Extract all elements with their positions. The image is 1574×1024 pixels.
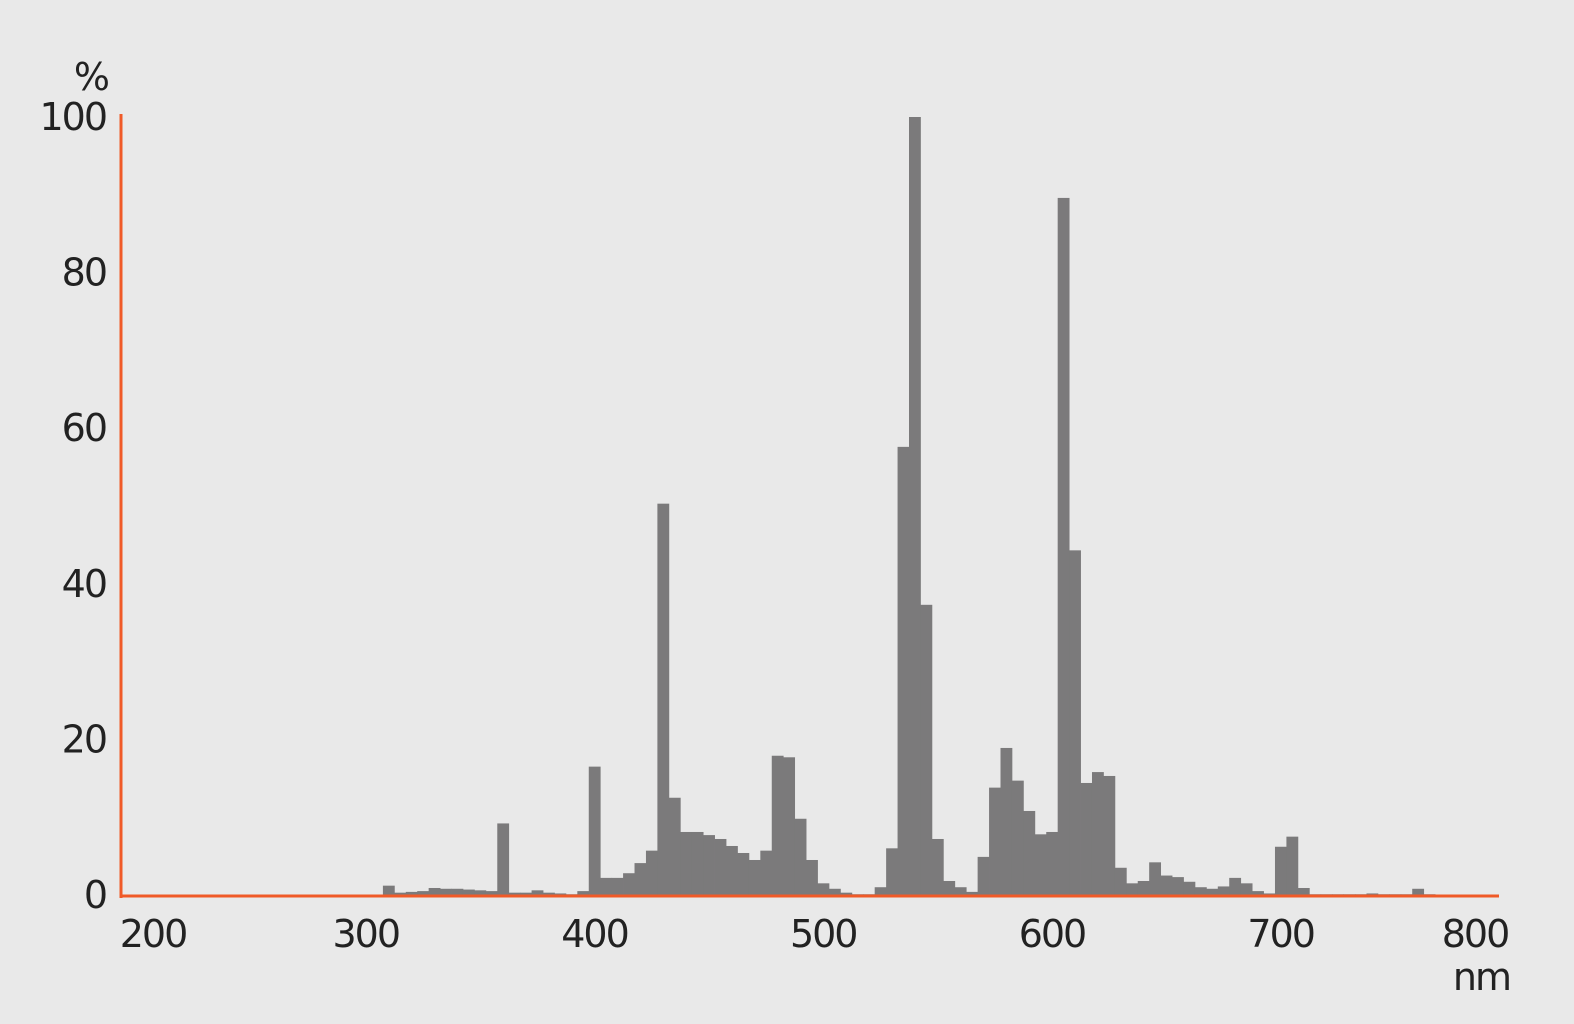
x-tick-label: 200: [120, 912, 187, 956]
bar-575nm: [989, 787, 1001, 896]
bar-445nm: [691, 831, 704, 896]
bar-600nm: [1046, 831, 1059, 896]
bar-420nm: [634, 863, 647, 896]
bar-620nm: [1091, 772, 1104, 896]
bar-380nm: [543, 892, 555, 896]
bar-525nm: [874, 887, 887, 896]
bar-340nm: [451, 888, 464, 896]
bar-370nm: [520, 892, 532, 896]
bar-595nm: [1034, 834, 1047, 896]
bar-590nm: [1023, 810, 1036, 896]
bar-610nm: [1069, 550, 1081, 896]
bars-group: [382, 117, 1436, 897]
bar-450nm: [703, 835, 715, 896]
bar-685nm: [1240, 883, 1253, 896]
bar-655nm: [1172, 877, 1184, 896]
bar-505nm: [828, 888, 841, 896]
bar-690nm: [1252, 891, 1264, 896]
x-tick-label: 600: [1019, 912, 1086, 956]
bar-710nm: [1297, 887, 1310, 896]
y-tick-labels: 0 20 40 60 80 100: [39, 95, 108, 917]
bar-605nm: [1057, 197, 1070, 897]
bar-570nm: [977, 856, 990, 896]
y-tick-label: 60: [62, 406, 106, 450]
bar-310nm: [382, 885, 395, 896]
bar-435nm: [668, 797, 681, 896]
bar-415nm: [623, 873, 635, 896]
bar-675nm: [1217, 886, 1230, 896]
x-tick-label: 800: [1442, 912, 1509, 956]
bar-475nm: [760, 850, 773, 896]
bar-425nm: [645, 850, 658, 896]
y-tick-label: 40: [62, 562, 106, 606]
bar-660nm: [1183, 881, 1196, 896]
bar-485nm: [783, 757, 796, 896]
bar-700nm: [1274, 846, 1287, 896]
bar-530nm: [886, 848, 898, 896]
bar-320nm: [405, 891, 418, 896]
bar-705nm: [1286, 836, 1299, 896]
bar-430nm: [657, 503, 670, 896]
bar-495nm: [806, 859, 818, 896]
x-axis-label: nm: [1453, 955, 1510, 999]
bar-535nm: [897, 446, 910, 896]
bar-410nm: [611, 877, 624, 896]
bar-510nm: [840, 892, 853, 896]
x-tick-labels: 200 300 400 500 600 700 800: [120, 912, 1511, 956]
y-tick-label: 80: [62, 251, 106, 295]
x-tick-label: 700: [1247, 912, 1314, 956]
bar-360nm: [497, 823, 510, 896]
bar-680nm: [1229, 877, 1242, 896]
bar-760nm: [1412, 888, 1425, 896]
bar-455nm: [714, 838, 727, 896]
bar-315nm: [394, 892, 407, 896]
bar-650nm: [1160, 875, 1173, 896]
y-tick-label: 0: [84, 873, 106, 917]
bar-540nm: [909, 117, 921, 896]
bar-375nm: [531, 890, 544, 896]
bar-635nm: [1126, 883, 1139, 896]
bar-400nm: [588, 766, 601, 896]
bar-630nm: [1114, 867, 1127, 896]
bar-405nm: [600, 877, 613, 896]
bar-395nm: [577, 891, 590, 896]
bar-465nm: [737, 852, 750, 896]
bar-490nm: [794, 818, 807, 896]
x-tick-label: 400: [561, 912, 628, 956]
bar-580nm: [1000, 747, 1013, 896]
y-tick-label: 20: [62, 717, 106, 761]
bar-670nm: [1206, 888, 1219, 896]
bar-325nm: [417, 891, 430, 896]
y-tick-label: 100: [39, 95, 106, 139]
bar-440nm: [680, 831, 693, 896]
bar-665nm: [1194, 887, 1207, 896]
bar-640nm: [1137, 880, 1150, 896]
bar-460nm: [726, 845, 738, 896]
bar-335nm: [440, 888, 452, 896]
bar-550nm: [931, 838, 944, 896]
bar-560nm: [954, 887, 967, 896]
bar-645nm: [1149, 862, 1162, 896]
bar-350nm: [474, 890, 487, 896]
bar-565nm: [966, 891, 979, 896]
bar-330nm: [428, 887, 441, 896]
bar-625nm: [1103, 775, 1116, 896]
bar-545nm: [920, 604, 933, 896]
bar-345nm: [462, 889, 475, 896]
bar-500nm: [817, 883, 830, 896]
bar-365nm: [508, 892, 521, 896]
x-tick-label: 300: [332, 912, 399, 956]
bar-355nm: [485, 891, 498, 896]
x-tick-label: 500: [790, 912, 857, 956]
bar-470nm: [748, 859, 761, 896]
bar-615nm: [1080, 782, 1093, 896]
bar-480nm: [771, 755, 784, 896]
y-axis-label: %: [74, 55, 109, 99]
bar-585nm: [1011, 780, 1024, 896]
bar-555nm: [943, 880, 956, 896]
